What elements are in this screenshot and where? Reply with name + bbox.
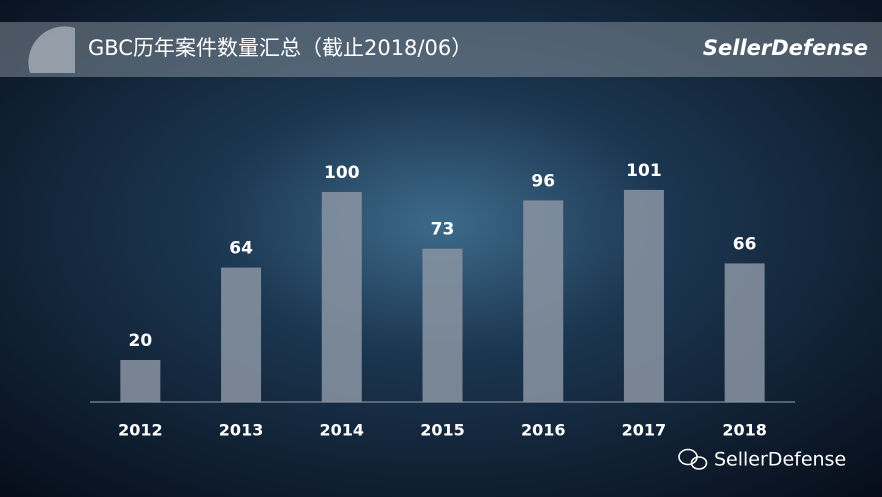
data-label: 101 bbox=[626, 161, 662, 181]
x-tick-label: 2017 bbox=[622, 421, 667, 440]
data-label: 96 bbox=[531, 171, 555, 191]
x-tick-label: 2014 bbox=[320, 421, 365, 440]
bar bbox=[221, 267, 262, 402]
bar bbox=[523, 200, 564, 402]
x-tick-label: 2018 bbox=[722, 421, 767, 440]
chart-title: GBC历年案件数量汇总（截止2018/06） bbox=[88, 36, 472, 60]
data-label: 73 bbox=[431, 220, 455, 240]
bar bbox=[623, 189, 664, 402]
header-band bbox=[0, 22, 882, 77]
data-label: 66 bbox=[733, 234, 757, 254]
data-label: 100 bbox=[324, 163, 360, 183]
x-tick-label: 2015 bbox=[420, 421, 465, 440]
x-tick-label: 2013 bbox=[219, 421, 264, 440]
footer-icon bbox=[678, 448, 708, 470]
bar bbox=[724, 263, 765, 402]
x-tick-label: 2016 bbox=[521, 421, 566, 440]
bar bbox=[120, 360, 161, 402]
footer-text: SellerDefense bbox=[714, 449, 846, 471]
data-label: 64 bbox=[229, 239, 253, 259]
x-tick-label: 2012 bbox=[118, 421, 163, 440]
brand: SellerDefense bbox=[703, 36, 868, 60]
data-label: 20 bbox=[129, 331, 153, 351]
header-icon bbox=[28, 26, 75, 73]
bar bbox=[422, 248, 463, 402]
bar bbox=[321, 192, 362, 402]
